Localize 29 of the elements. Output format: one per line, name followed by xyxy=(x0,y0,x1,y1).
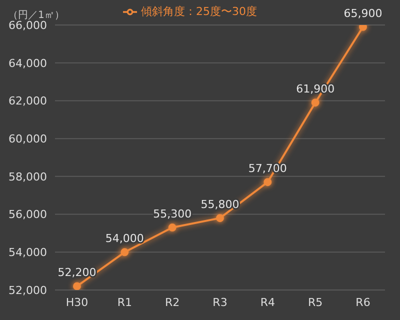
x-tick-label: R1 xyxy=(117,296,132,309)
y-axis-title: （円／1㎡） xyxy=(8,9,64,21)
point xyxy=(120,248,129,256)
y-tick-label: 64,000 xyxy=(8,56,47,70)
y-tick-label: 52,000 xyxy=(8,284,47,297)
x-tick-label: R6 xyxy=(356,296,370,309)
x-tick-label: R5 xyxy=(308,296,323,309)
y-tick-label: 66,000 xyxy=(8,18,47,32)
x-tick-label: R3 xyxy=(212,296,228,309)
text: 65,900 xyxy=(344,6,382,20)
text: 54,000 xyxy=(105,232,144,246)
x-tick-label: R2 xyxy=(165,296,180,309)
x-tick-label: H30 xyxy=(66,296,88,309)
y-tick-label: 60,000 xyxy=(8,132,47,146)
point xyxy=(73,282,81,290)
y-tick-label: 56,000 xyxy=(8,208,47,222)
point xyxy=(311,98,320,107)
point xyxy=(168,224,176,232)
point xyxy=(216,214,224,222)
point xyxy=(264,178,272,186)
y-tick-label: 54,000 xyxy=(8,246,47,260)
point xyxy=(359,25,367,31)
text: 55,800 xyxy=(200,198,240,212)
text: 52,200 xyxy=(58,266,96,280)
text: 55,300 xyxy=(153,208,192,221)
y-tick-label: 58,000 xyxy=(8,170,47,184)
y-tick-label: 62,000 xyxy=(8,94,47,108)
x-tick-label: R4 xyxy=(260,296,275,309)
legend-label: 傾斜角度：25度〜30度 xyxy=(141,5,257,18)
